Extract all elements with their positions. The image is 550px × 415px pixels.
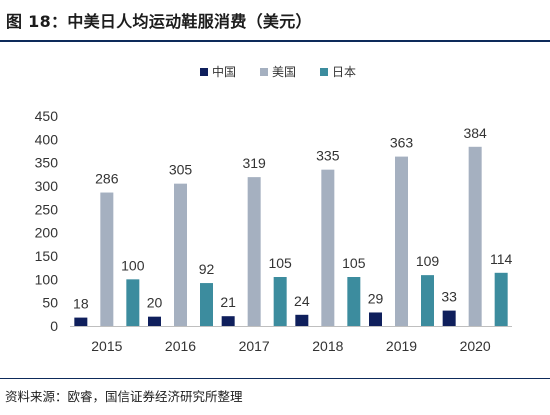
bar-日本-2019 bbox=[421, 275, 434, 326]
bar-中国-2017 bbox=[221, 316, 235, 326]
y-tick-label: 400 bbox=[35, 131, 59, 147]
data-label: 109 bbox=[416, 253, 440, 269]
bar-美国-2017 bbox=[247, 177, 261, 326]
bar-中国-2016 bbox=[148, 316, 161, 326]
figure-title: 图 18：中美日人均运动鞋服消费（美元） bbox=[6, 12, 312, 31]
source-note: 资料来源：欧睿，国信证券经济研究所整理 bbox=[5, 389, 243, 404]
data-label: 92 bbox=[199, 261, 215, 277]
bar-中国-2018 bbox=[295, 314, 309, 326]
data-label: 100 bbox=[121, 257, 145, 273]
bar-美国-2018 bbox=[321, 169, 335, 326]
bar-中国-2015 bbox=[74, 317, 88, 326]
data-label: 335 bbox=[316, 148, 340, 164]
legend-swatch-1 bbox=[260, 68, 268, 76]
bar-美国-2015 bbox=[100, 192, 114, 326]
x-axis: 2015 2016 2017 2018 2019 2020 bbox=[70, 326, 512, 354]
bar-中国-2019 bbox=[369, 312, 382, 326]
bar-日本-2018 bbox=[347, 277, 361, 326]
data-label: 286 bbox=[95, 171, 119, 187]
legend-swatch-2 bbox=[320, 68, 328, 76]
y-tick-label: 100 bbox=[35, 271, 59, 287]
bar-series bbox=[74, 146, 508, 326]
x-tick-label: 2018 bbox=[312, 338, 343, 354]
data-labels: 18 286 100 20 305 92 21 319 105 24 335 105 29 363 109 3… bbox=[73, 125, 512, 312]
data-label: 363 bbox=[390, 135, 414, 151]
source-rule bbox=[0, 378, 550, 379]
y-axis: 0 50 100 150 200 250 300 350 400 450 bbox=[35, 108, 59, 334]
legend-label-1: 美国 bbox=[272, 65, 296, 79]
bar-中国-2020 bbox=[442, 310, 456, 326]
data-label: 319 bbox=[242, 155, 266, 171]
data-label: 21 bbox=[220, 294, 236, 310]
data-label: 29 bbox=[368, 290, 384, 306]
bar-日本-2017 bbox=[273, 277, 287, 326]
legend-label-0: 中国 bbox=[212, 64, 236, 79]
data-label: 105 bbox=[268, 255, 292, 271]
data-label: 305 bbox=[169, 162, 193, 178]
bar-美国-2019 bbox=[395, 156, 408, 326]
x-tick-label: 2016 bbox=[165, 338, 196, 354]
data-label: 18 bbox=[73, 296, 89, 312]
chart-legend: 中国 美国 日本 bbox=[200, 64, 356, 79]
data-label: 114 bbox=[490, 251, 513, 267]
data-label: 105 bbox=[342, 255, 366, 271]
legend-swatch-0 bbox=[200, 68, 208, 76]
data-label: 20 bbox=[147, 295, 163, 311]
y-tick-label: 300 bbox=[35, 178, 59, 194]
x-tick-label: 2017 bbox=[239, 338, 270, 354]
bar-日本-2020 bbox=[494, 272, 508, 326]
y-tick-label: 450 bbox=[35, 108, 59, 124]
data-label: 24 bbox=[294, 293, 310, 309]
x-tick-label: 2015 bbox=[91, 338, 122, 354]
bar-chart: 中国 美国 日本 0 50 100 150 200 250 300 350 400 450 18 286… bbox=[35, 64, 513, 354]
y-tick-label: 250 bbox=[35, 201, 59, 217]
data-label: 384 bbox=[463, 125, 487, 141]
bar-美国-2020 bbox=[468, 146, 482, 326]
y-tick-label: 350 bbox=[35, 155, 59, 171]
y-tick-label: 200 bbox=[35, 225, 59, 241]
x-tick-label: 2019 bbox=[386, 338, 417, 354]
y-tick-label: 50 bbox=[42, 295, 58, 311]
legend-label-2: 日本 bbox=[332, 65, 356, 79]
y-tick-label: 150 bbox=[35, 248, 59, 264]
title-rule bbox=[0, 40, 550, 42]
bar-日本-2016 bbox=[200, 283, 213, 326]
data-label: 33 bbox=[441, 289, 457, 305]
bar-美国-2016 bbox=[174, 183, 187, 326]
y-tick-label: 0 bbox=[50, 318, 58, 334]
bar-日本-2015 bbox=[126, 279, 140, 326]
figure-title-bar: 图 18：中美日人均运动鞋服消费（美元） bbox=[0, 0, 550, 40]
x-tick-label: 2020 bbox=[460, 338, 491, 354]
